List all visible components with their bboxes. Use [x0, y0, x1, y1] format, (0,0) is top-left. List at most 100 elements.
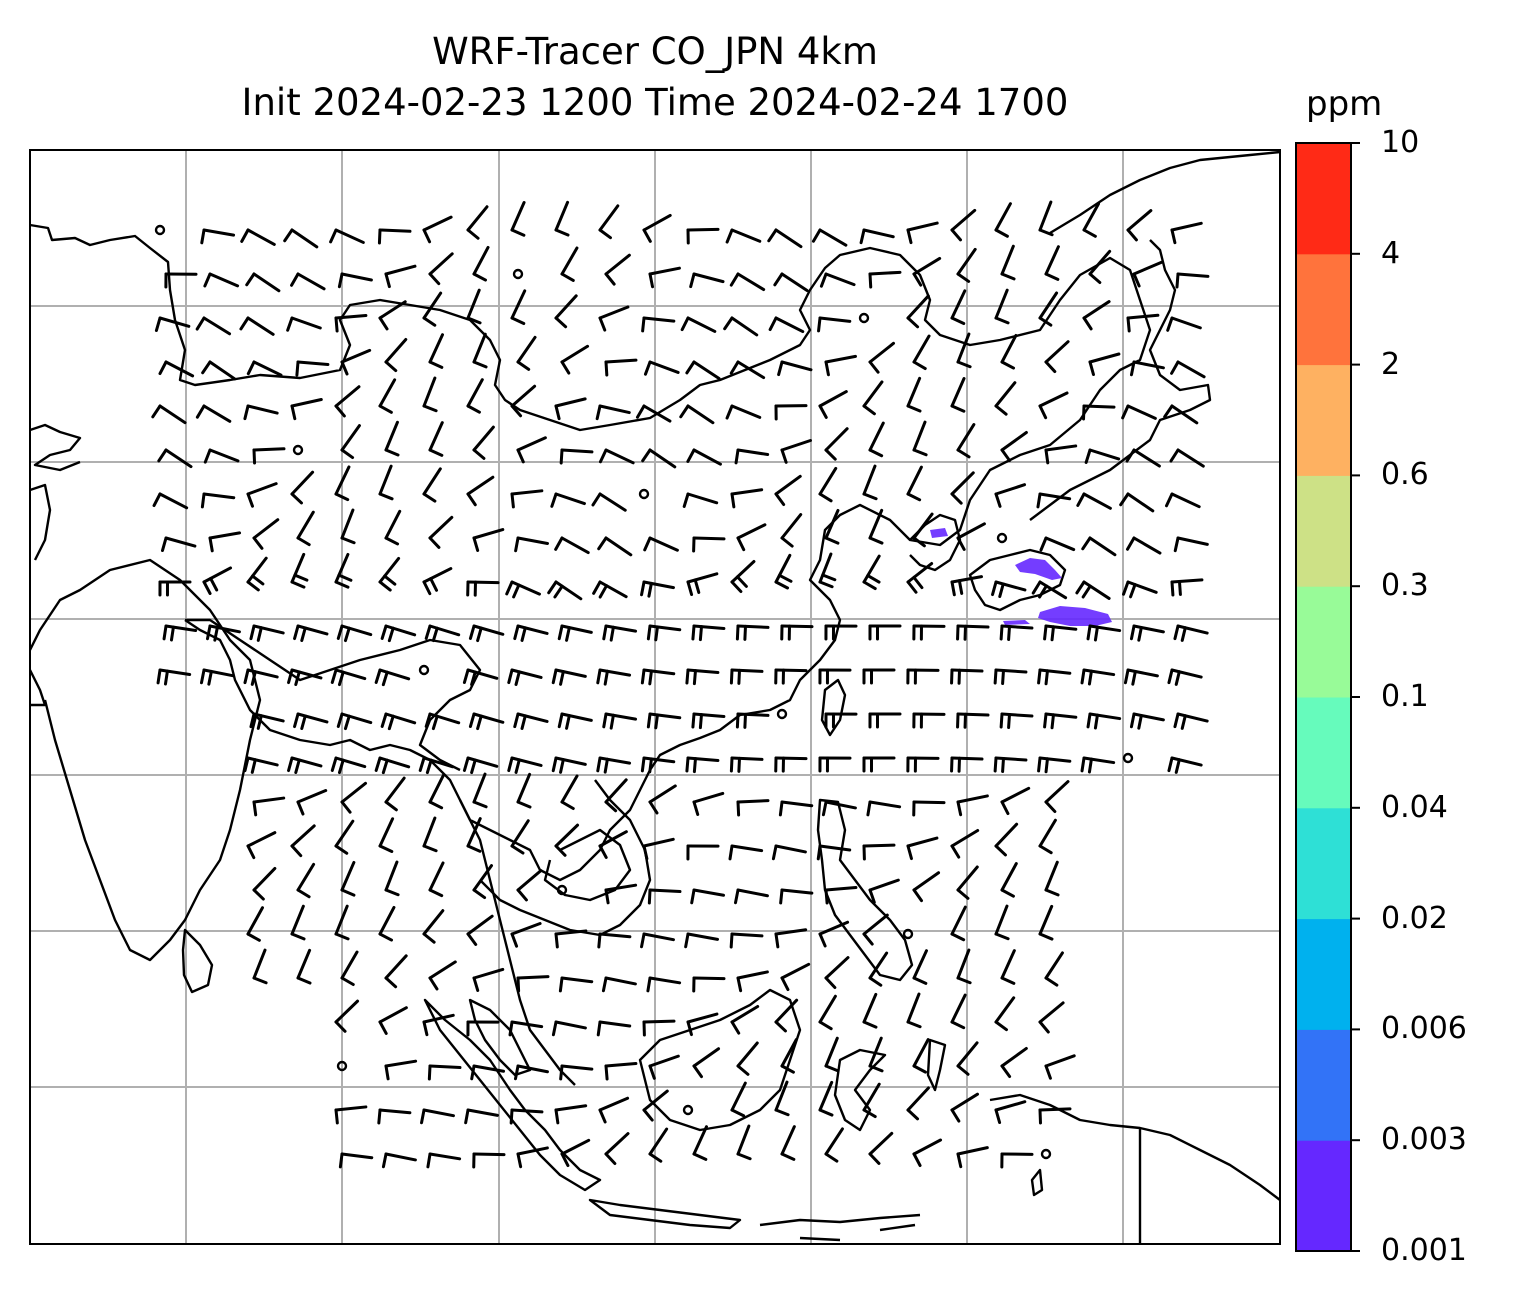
wind-barb	[295, 360, 330, 377]
wind-barb	[912, 420, 928, 457]
wind-barb	[1119, 492, 1155, 513]
wind-barb	[686, 227, 720, 245]
wind-calm-marker	[1122, 752, 1134, 764]
wind-barb	[509, 1108, 544, 1125]
wind-barb	[767, 228, 803, 249]
wind-barb	[340, 950, 359, 987]
wind-barb	[912, 512, 934, 548]
colorbar-tick-label: 2	[1381, 346, 1401, 382]
wind-barb	[422, 567, 453, 596]
wind-barb	[597, 932, 632, 949]
wind-barb	[685, 668, 720, 686]
wind-barb	[1175, 272, 1210, 289]
wind-barb	[162, 624, 198, 642]
wind-barb	[691, 624, 726, 642]
wind-barb	[604, 883, 638, 905]
wind-barb	[771, 844, 807, 861]
wind-barb	[334, 819, 355, 855]
wind-barb	[1043, 712, 1078, 730]
wind-barb	[690, 888, 726, 905]
wind-barb	[246, 482, 278, 508]
wind-barb	[290, 398, 323, 421]
wind-barb	[642, 837, 675, 861]
wind-barb	[994, 1100, 1027, 1124]
coastline-malay-peninsula	[468, 998, 532, 1077]
wind-barb	[1076, 492, 1112, 510]
wind-barb	[290, 470, 315, 505]
wind-barb	[994, 822, 1019, 857]
wind-barb	[906, 562, 934, 594]
border-himalaya	[185, 618, 482, 772]
wind-barb	[592, 580, 628, 599]
wind-barb	[554, 929, 588, 949]
wind-barb	[862, 913, 889, 946]
wind-barb	[466, 475, 495, 507]
wind-barb	[249, 624, 285, 642]
wind-barb	[1167, 668, 1203, 686]
wind-barb	[817, 316, 852, 333]
wind-barb	[510, 819, 530, 855]
wind-barb	[868, 712, 902, 729]
wind-barb	[598, 305, 630, 332]
wind-barb	[818, 994, 837, 1031]
wind-barb	[156, 668, 192, 686]
wind-barb	[330, 756, 367, 775]
wind-barb	[510, 921, 542, 948]
wind-barb	[472, 967, 505, 992]
chart-title: WRF-Tracer CO_JPN 4km	[432, 30, 878, 73]
wind-barb	[246, 556, 268, 592]
wind-barb	[428, 421, 444, 457]
wind-barb	[507, 756, 543, 774]
wind-barb	[868, 421, 885, 458]
wind-barb	[336, 624, 373, 643]
wind-calm-marker	[418, 664, 430, 676]
wind-barb	[422, 291, 443, 327]
wind-barb	[780, 513, 803, 548]
wind-barb	[550, 492, 586, 508]
wind-barb	[598, 1096, 630, 1124]
wind-barb	[424, 624, 461, 643]
wind-barb	[648, 1054, 680, 1080]
wind-barb	[640, 932, 675, 949]
wind-barb	[428, 960, 457, 991]
wind-barb	[735, 624, 770, 641]
wind-barb	[816, 844, 852, 861]
wind-barb	[1000, 1046, 1028, 1079]
wind-barb	[950, 208, 977, 242]
wind-barb	[427, 1064, 462, 1081]
wind-barb	[598, 448, 635, 465]
wind-barb	[516, 436, 547, 464]
wind-barb	[510, 384, 537, 418]
wind-barb	[868, 341, 895, 374]
wind-calm-marker	[682, 1104, 694, 1116]
wind-barb	[950, 905, 967, 942]
wind-barb	[736, 523, 767, 552]
wind-barb	[912, 800, 946, 817]
wind-barb	[1082, 300, 1111, 331]
wind-barb	[862, 464, 878, 501]
wind-barb	[164, 272, 198, 289]
wind-barb	[912, 1138, 943, 1167]
wind-barb	[340, 424, 361, 460]
wind-barb	[428, 861, 445, 898]
wind-barb	[296, 510, 315, 547]
wind-barb	[374, 756, 411, 775]
wind-barb	[912, 712, 946, 729]
wind-barb	[736, 1124, 752, 1161]
wind-barb	[596, 756, 632, 774]
wind-barb	[334, 465, 351, 502]
wind-barb	[598, 830, 628, 859]
wind-barb	[993, 668, 1028, 685]
wind-barb	[912, 624, 946, 641]
wind-barb	[422, 376, 438, 413]
wind-barb	[950, 993, 967, 1030]
wind-barb	[640, 580, 675, 598]
wind-barb	[1126, 313, 1160, 333]
wind-barb	[334, 1105, 368, 1125]
wind-barb	[378, 556, 401, 592]
wind-barb	[208, 531, 242, 553]
wind-barb	[384, 954, 408, 989]
wind-barb	[1080, 668, 1116, 686]
wind-barb	[464, 1108, 500, 1125]
wind-barb	[821, 800, 857, 817]
